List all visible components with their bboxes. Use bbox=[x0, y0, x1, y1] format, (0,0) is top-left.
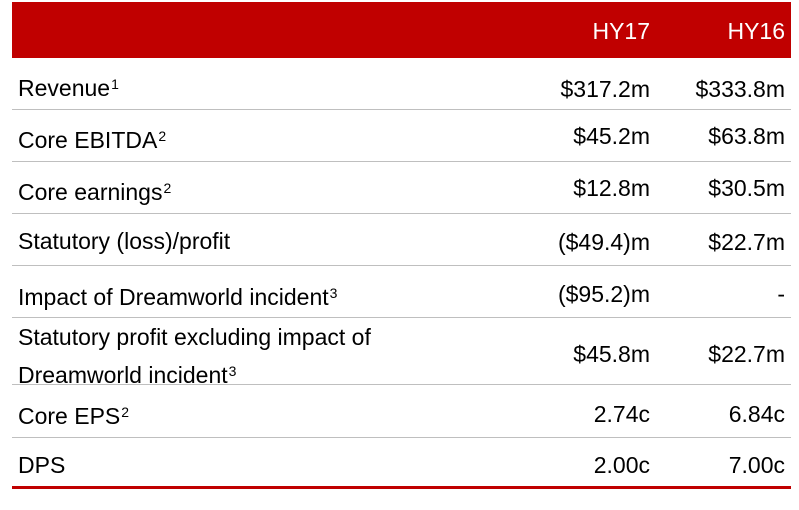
table-row: Statutory (loss)/profit ($49.4)m $22.7m bbox=[12, 214, 791, 266]
row-value-hy17: 2.74c bbox=[593, 401, 650, 427]
row-value-hy16: 6.84c bbox=[728, 401, 785, 427]
table-row: Statutory profit excluding impact of Drea… bbox=[12, 318, 791, 388]
table-row: Core EPS2 2.74c 6.84c bbox=[12, 385, 791, 438]
table-row: Core EBITDA2 $45.2m $63.8m bbox=[12, 110, 791, 162]
row-value-hy16: $22.7m bbox=[708, 229, 785, 255]
row-value-hy17: 2.00c bbox=[593, 452, 650, 478]
row-label: Core earnings2 bbox=[18, 179, 172, 205]
row-label: Statutory profit excluding impact of Drea… bbox=[18, 324, 371, 388]
header-hy16: HY16 bbox=[727, 18, 785, 44]
row-value-hy16: $63.8m bbox=[708, 123, 785, 149]
row-label: Core EPS2 bbox=[18, 403, 130, 429]
table-row: Revenue1 $317.2m $333.8m bbox=[12, 58, 791, 110]
row-value-hy16: $30.5m bbox=[708, 175, 785, 201]
row-value-hy17: ($95.2)m bbox=[557, 281, 650, 307]
table-row: Core earnings2 $12.8m $30.5m bbox=[12, 162, 791, 214]
row-label: Revenue1 bbox=[18, 75, 119, 101]
row-value-hy17: $45.8m bbox=[573, 341, 650, 367]
financial-summary-table: HY17 HY16 Revenue1 $317.2m $333.8m Core … bbox=[12, 2, 791, 489]
row-value-hy17: $12.8m bbox=[573, 175, 650, 201]
row-label: DPS bbox=[18, 452, 66, 478]
row-label: Core EBITDA2 bbox=[18, 127, 167, 153]
table-row: Impact of Dreamworld incident3 ($95.2)m … bbox=[12, 266, 791, 318]
table-row: DPS 2.00c 7.00c bbox=[12, 438, 791, 486]
row-label: Impact of Dreamworld incident3 bbox=[18, 284, 338, 310]
header-hy17: HY17 bbox=[592, 18, 650, 44]
table-header: HY17 HY16 bbox=[12, 2, 791, 58]
row-value-hy16: - bbox=[777, 281, 785, 307]
row-value-hy17: $45.2m bbox=[573, 123, 650, 149]
row-value-hy16: $333.8m bbox=[695, 76, 785, 102]
row-label: Statutory (loss)/profit bbox=[18, 228, 231, 254]
row-value-hy16: $22.7m bbox=[708, 341, 785, 367]
row-value-hy17: ($49.4)m bbox=[557, 229, 650, 255]
row-value-hy17: $317.2m bbox=[560, 76, 650, 102]
row-value-hy16: 7.00c bbox=[728, 452, 785, 478]
table-bottom-rule bbox=[12, 486, 791, 489]
